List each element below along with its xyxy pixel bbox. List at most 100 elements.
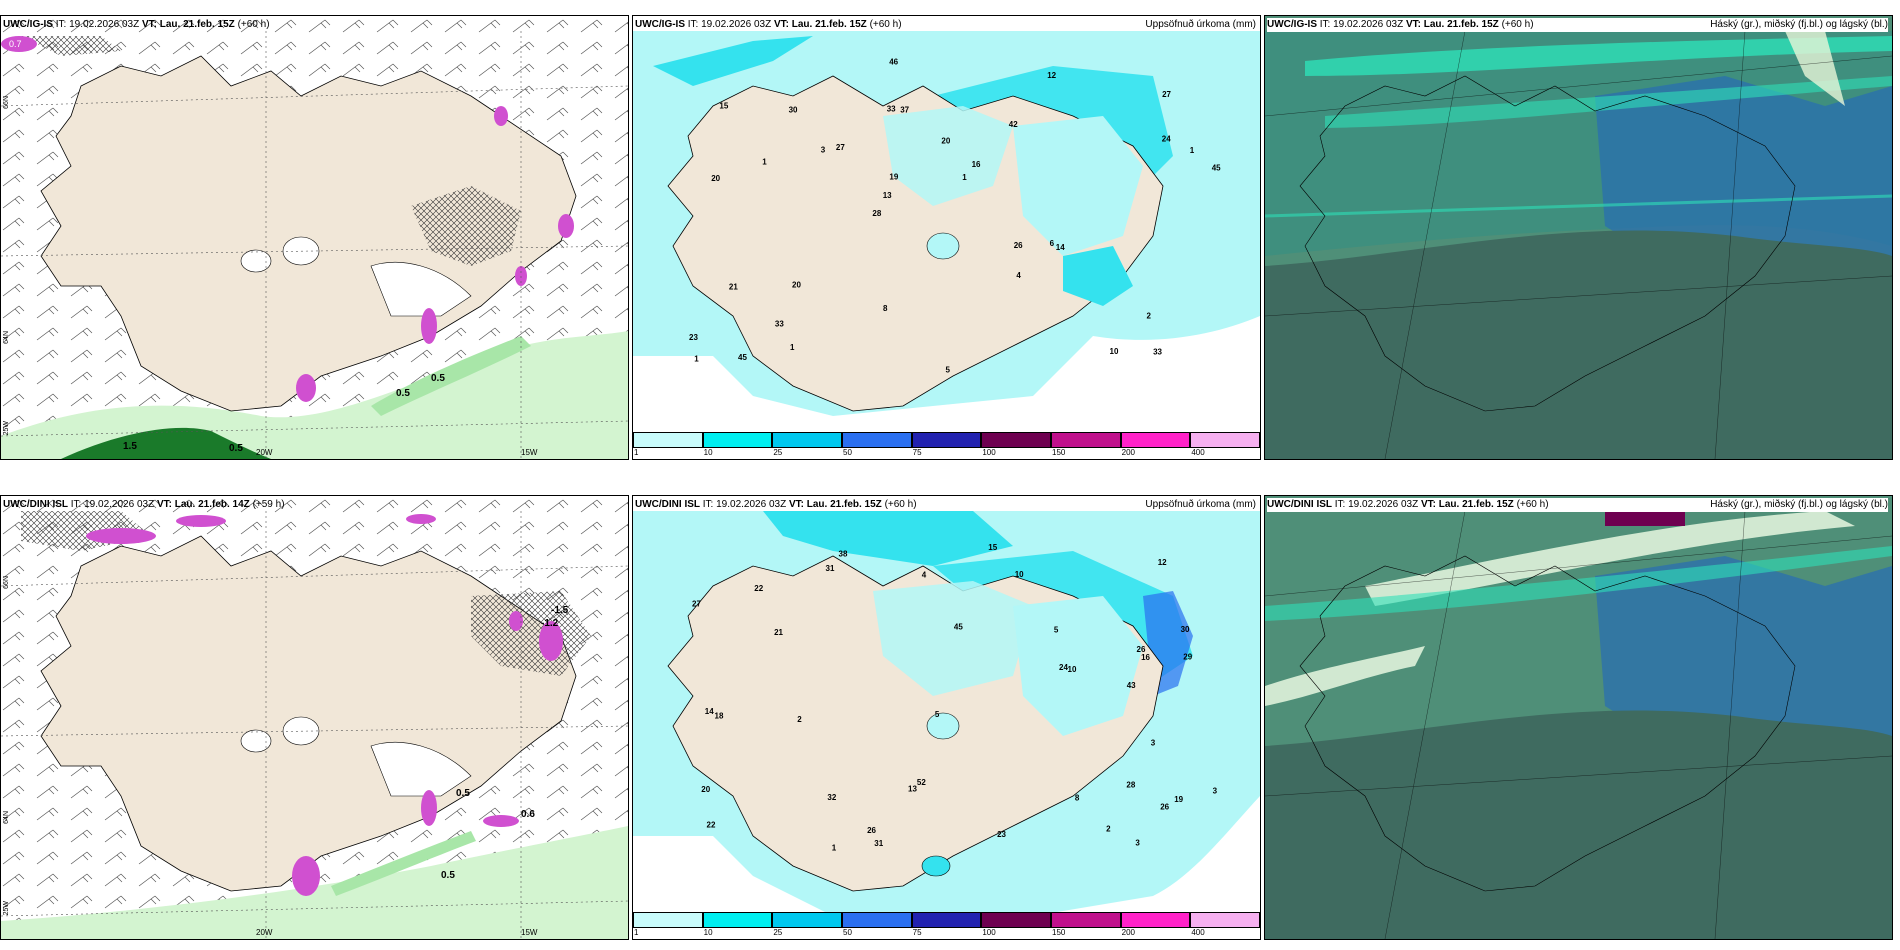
lat-label: 64N [3,811,10,824]
contour-label: -1.5 [551,605,569,616]
precip-value-label: 37 [900,105,909,114]
precip-value-label: 30 [1181,625,1190,634]
legend-label: 75 [912,928,922,937]
contour-label: 0.5 [441,870,455,881]
legend-color-box [1120,912,1191,928]
legend-label: 400 [1191,448,1205,457]
legend-labels: 1 10 25 50 75 100 150 200 400 [633,448,1260,459]
legend-label: 75 [912,448,922,457]
panel-header: UWC/DINI ISL IT: 19.02.2026 03Z VT: Lau.… [3,498,624,512]
init-time: 19.02.2026 03Z [716,499,787,510]
precip-value-label: 3 [1151,739,1156,748]
legend-label: 10 [703,448,713,457]
valid-time: Lau. 21.feb. 15Z [1438,499,1514,510]
model-name: UWC/IG-IS [3,19,53,30]
precip-value-label: 1 [832,844,837,853]
precip-value-label: 43 [1127,681,1136,690]
cloud-map-figure [1265,496,1892,939]
legend-labels: 1 10 25 50 75 100 150 200 400 [633,928,1260,939]
legend-label: 1 [634,448,639,457]
legend-label: 25 [773,928,783,937]
precip-value-label: 15 [988,543,997,552]
precip-value-label: 19 [889,173,898,182]
precip-value-label: 5 [935,710,940,719]
precip-value-label: 18 [715,712,724,721]
lead-time: (+60 h) [1501,19,1534,30]
legend-color-box [633,432,703,448]
legend-color-boxes [633,432,1260,448]
contour-label: 0.5 [396,388,410,399]
precip-value-label: 2 [1106,824,1111,833]
panel-title: Háský (gr.), miðský (fj.bl.) og lágský (… [1710,19,1888,30]
precip-value-label: 31 [826,564,835,573]
valid-time: Lau. 21.feb. 15Z [806,499,882,510]
lat-label: 66N [3,96,10,109]
legend-label: 150 [1052,928,1066,937]
vt-label: VT: [156,499,172,510]
precip-value-label: 45 [954,623,963,632]
precip-value-label: 13 [908,784,917,793]
precip-value-label: 1 [962,173,967,182]
legend-color-box [772,432,843,448]
precip-value-label: 26 [1014,241,1023,250]
legend-color-box [702,432,773,448]
contour-label: 0.5 [431,373,445,384]
precip-value-label: 27 [836,143,845,152]
it-label: IT: [687,19,699,30]
precip-value-label: 2 [797,715,802,724]
precip-value-label: 20 [941,137,950,146]
contour-label: 0.7 [9,39,22,49]
precip-value-label: 13 [883,191,892,200]
precip-value-label: 33 [775,319,784,328]
legend-label: 100 [982,928,996,937]
vt-label: VT: [1420,499,1436,510]
legend-color-box [1051,912,1121,928]
precip-value-label: 22 [754,584,763,593]
model-name: UWC/IG-IS [1267,19,1317,30]
precip-value-label: 52 [917,778,926,787]
precip-value-label: 8 [883,304,888,313]
precip-value-label: 21 [774,628,783,637]
panel-header: UWC/IG-IS IT: 19.02.2026 03Z VT: Lau. 21… [3,18,624,32]
precip-value-label: 4 [1016,271,1021,280]
it-label: IT: [55,19,67,30]
legend-label: 50 [843,448,852,457]
valid-time: Lau. 21.feb. 14Z [174,499,250,510]
precip-legend: 1 10 25 50 75 100 150 200 400 [633,912,1260,939]
it-label: IT: [702,499,714,510]
lat-label: 25W [3,901,10,916]
precip-value-label: 32 [827,793,836,802]
panel-title: Háský (gr.), miðský (fj.bl.) og lágský (… [1710,499,1888,510]
iceland-land [40,55,577,412]
precip-legend: 1 10 25 50 75 100 150 200 400 [633,432,1260,459]
valid-time: Lau. 21.feb. 15Z [1423,19,1499,30]
precip-value-label: 10 [1068,665,1077,674]
contour-label: 1.5 [123,441,137,452]
precip-value-label: 10 [1015,570,1024,579]
precip-value-label: 20 [792,281,801,290]
precip-value-label: 10 [1110,347,1119,356]
valid-time: Lau. 21.feb. 15Z [159,19,235,30]
precip-value-label: 31 [874,839,883,848]
init-time: 19.02.2026 03Z [1333,19,1404,30]
precip-value-label: 5 [946,366,951,375]
contour-label: -1.2 [541,618,559,629]
precip-value-label: 19 [1174,795,1183,804]
panel-header: UWC/DINI ISL IT: 19.02.2026 03Z VT: Lau.… [1267,498,1888,512]
precip-value-label: 1 [694,354,699,363]
legend-color-boxes [633,912,1260,928]
precip-value-label: 26 [1137,645,1146,654]
precip-map-figure: 3320272842453320212723333716141546452624… [633,16,1260,459]
lon-label: 20W [256,448,273,457]
contour-label: 0.5 [456,788,470,799]
panel-header: UWC/IG-IS IT: 19.02.2026 03Z VT: Lau. 21… [1267,18,1888,32]
precip-value-label: 6 [1050,239,1055,248]
vt-label: VT: [773,19,789,30]
precip-value-label: 4 [922,571,927,580]
legend-color-box [911,912,982,928]
vt-label: VT: [788,499,804,510]
legend-color-box [842,912,912,928]
precip-map-figure: 2830194522382632122129274331202226315216… [633,496,1260,939]
precip-value-label: 5 [1054,626,1059,635]
init-time: 19.02.2026 03Z [1348,499,1419,510]
